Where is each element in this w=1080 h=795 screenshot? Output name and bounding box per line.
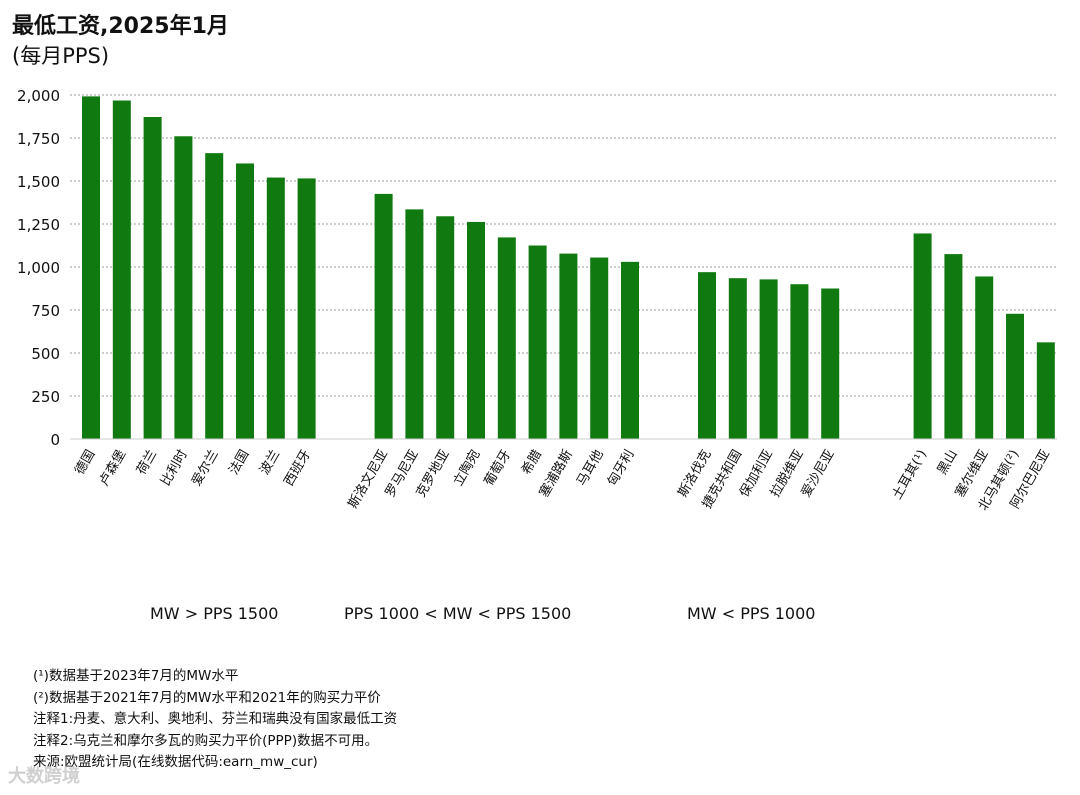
y-tick-label: 1,500 bbox=[17, 173, 60, 191]
bar bbox=[374, 193, 393, 439]
bar bbox=[821, 288, 840, 439]
bar bbox=[621, 261, 640, 439]
x-tick-label: 德国 bbox=[72, 448, 98, 478]
note-2: (²)数据基于2021年7月的MW水平和2021年的购买力平价 bbox=[33, 689, 381, 706]
x-tick-label: 立陶宛 bbox=[450, 447, 483, 489]
y-tick-label: 0 bbox=[50, 431, 60, 449]
bar bbox=[759, 279, 778, 439]
y-tick-label: 1,750 bbox=[17, 130, 60, 148]
x-tick-label: 土耳其(¹) bbox=[890, 448, 930, 503]
x-tick-label: 法国 bbox=[226, 448, 252, 478]
note-3: 注释1:丹麦、意大利、奥地利、芬兰和瑞典没有国家最低工资 bbox=[33, 711, 398, 727]
bar bbox=[112, 100, 131, 439]
y-tick-label: 750 bbox=[31, 302, 60, 320]
bar bbox=[944, 254, 963, 439]
bar bbox=[975, 276, 994, 439]
note-1: (¹)数据基于2023年7月的MW水平 bbox=[33, 668, 239, 684]
bar bbox=[143, 117, 162, 440]
note-source: 来源:欧盟统计局(在线数据代码:earn_mw_cur) bbox=[33, 754, 318, 770]
bar bbox=[559, 253, 578, 439]
footnotes: (¹)数据基于2023年7月的MW水平 (²)数据基于2021年7月的MW水平和… bbox=[33, 666, 397, 774]
group-label-mid: PPS 1000 < MW < PPS 1500 bbox=[344, 604, 572, 623]
bar bbox=[467, 221, 486, 439]
group-label-high: MW > PPS 1500 bbox=[150, 604, 279, 623]
chart-subtitle: (每月PPS) bbox=[12, 44, 110, 68]
y-tick-label: 1,250 bbox=[17, 216, 60, 234]
note-4: 注释2:乌克兰和摩尔多瓦的购买力平价(PPP)数据不可用。 bbox=[33, 732, 379, 749]
bar bbox=[174, 136, 193, 439]
bar bbox=[1036, 342, 1055, 439]
bar bbox=[528, 245, 547, 439]
x-tick-label: 卢森堡 bbox=[96, 447, 129, 489]
chart-title: 最低工资,2025年1月 bbox=[12, 14, 229, 39]
y-tick-label: 500 bbox=[31, 345, 60, 363]
bar bbox=[1006, 313, 1025, 439]
x-tick-label: 马耳他 bbox=[574, 448, 606, 489]
watermark: 大数跨境 bbox=[8, 766, 80, 787]
bar-chart: 0 250 500 750 1,000 1,250 1,500 1,750 2,000 德国卢森堡… bbox=[17, 87, 1057, 513]
x-tick-label: 荷兰 bbox=[134, 448, 160, 478]
x-tick-label: 西班牙 bbox=[282, 448, 314, 489]
bar bbox=[236, 163, 255, 439]
x-tick-label: 匈牙利 bbox=[605, 448, 637, 489]
x-tick-label: 爱尔兰 bbox=[189, 448, 221, 489]
bar bbox=[790, 284, 809, 439]
bar bbox=[297, 178, 316, 440]
x-tick-label: 比利时 bbox=[158, 448, 190, 489]
x-tick-label: 葡萄牙 bbox=[482, 448, 514, 489]
bar bbox=[590, 257, 609, 439]
bar bbox=[436, 216, 455, 439]
bar bbox=[205, 153, 224, 440]
bar bbox=[497, 237, 516, 439]
bar bbox=[405, 209, 424, 439]
x-tick-label: 希腊 bbox=[519, 448, 545, 478]
y-tick-label: 250 bbox=[31, 388, 60, 406]
y-tick-label: 1,000 bbox=[17, 259, 60, 277]
group-label-low: MW < PPS 1000 bbox=[687, 604, 816, 623]
bar bbox=[82, 96, 101, 439]
bar bbox=[698, 272, 717, 439]
bar bbox=[728, 278, 747, 439]
bar bbox=[913, 233, 932, 439]
bar bbox=[266, 177, 285, 439]
x-tick-label: 斯洛文尼亚 bbox=[346, 448, 391, 512]
x-tick-label: 波兰 bbox=[257, 448, 283, 478]
y-tick-label: 2,000 bbox=[17, 87, 60, 105]
x-tick-label: 黑山 bbox=[935, 448, 961, 478]
